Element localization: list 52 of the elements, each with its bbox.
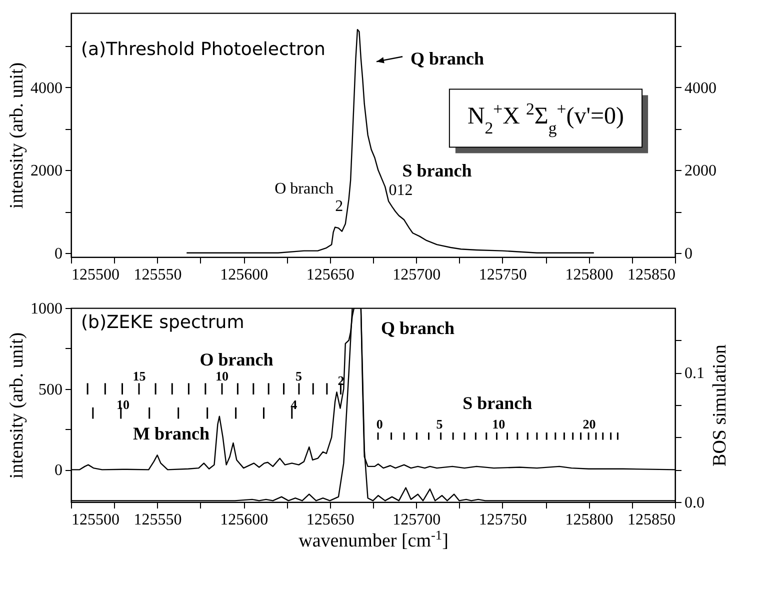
y-tick-label: 0 xyxy=(54,462,62,480)
y2-axis-title: BOS simulation xyxy=(710,344,730,466)
annotation: 10 xyxy=(492,416,506,432)
y-tick-label: 2000 xyxy=(30,162,62,180)
annotation: 10 xyxy=(216,368,228,384)
x-tick-label: 125800 xyxy=(565,266,614,284)
x-tick-label: 125500 xyxy=(72,512,120,528)
text: (a)Threshold Photoelectron xyxy=(81,39,326,60)
annotation: Q branch xyxy=(380,318,454,338)
y2-tick-label: 2000 xyxy=(684,162,716,180)
annotation: O branch xyxy=(200,350,274,370)
y-tick-label: 500 xyxy=(38,381,62,398)
text: N$_{2}$$^{+}$X $^{2}$Σ$_{g}$$^{+}$(v'=0) xyxy=(467,99,624,138)
annotation: 2 xyxy=(335,198,344,215)
y-axis-title: intensity (arb. unit) xyxy=(6,62,28,209)
chart-title: (b)ZEKE spectrum xyxy=(81,312,244,333)
x-axis-title: wavenumber [cm$^{-1}$] xyxy=(298,527,448,552)
x-tick-label: 125550 xyxy=(134,266,182,284)
x-tick-label: 125500 xyxy=(72,266,120,284)
x-tick-label: 125750 xyxy=(478,512,527,528)
y-tick-label: 0 xyxy=(54,245,62,262)
annotation: 0 xyxy=(376,416,383,432)
annotation: 012 xyxy=(388,182,413,199)
y2-tick-label: 0.1 xyxy=(684,365,704,382)
x-tick-label: 125650 xyxy=(306,266,354,284)
y2-tick-label: 0 xyxy=(684,245,692,262)
annotation: 4 xyxy=(290,397,298,412)
x-tick-label: 125650 xyxy=(306,512,354,528)
y-tick-label: 4000 xyxy=(30,80,62,97)
annotation: 5 xyxy=(295,368,302,384)
annotation: 10 xyxy=(116,397,130,412)
annotation: 20 xyxy=(582,416,596,432)
x-tick-label: 125850 xyxy=(628,512,676,528)
x-tick-label: 125750 xyxy=(478,266,527,284)
y2-tick-label: 4000 xyxy=(684,80,716,97)
y-tick-label: 1000 xyxy=(30,300,62,318)
x-tick-label: 125700 xyxy=(392,266,441,284)
annotation: O branch xyxy=(274,180,334,198)
y2-tick-label: 0.0 xyxy=(684,494,704,512)
x-tick-label: 125600 xyxy=(220,512,268,528)
annotation: 15 xyxy=(132,368,146,384)
annotation: Q branch xyxy=(410,48,484,69)
annotation: M branch xyxy=(133,424,210,444)
annotation: S branch xyxy=(462,393,532,414)
x-tick-label: 125850 xyxy=(628,266,676,284)
annotation: 5 xyxy=(436,416,444,432)
x-tick-label: 125700 xyxy=(392,512,441,528)
x-tick-label: 125800 xyxy=(565,512,614,528)
annotation: S branch xyxy=(402,160,472,181)
x-tick-label: 125550 xyxy=(134,512,182,528)
x-tick-label: 125600 xyxy=(220,266,268,284)
y-axis-title: intensity (arb. unit) xyxy=(6,332,28,479)
